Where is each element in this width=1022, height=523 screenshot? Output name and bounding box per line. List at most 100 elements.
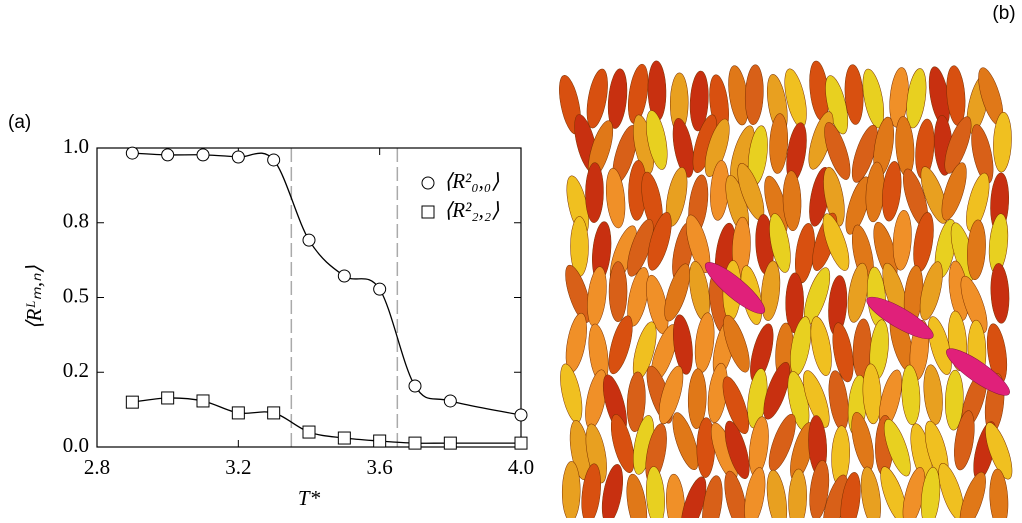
- marker: [408, 379, 422, 393]
- rod: [985, 422, 1013, 480]
- rod: [847, 262, 869, 323]
- rod: [862, 68, 885, 129]
- x-tick-label: 3.6: [367, 455, 393, 479]
- rod: [646, 110, 668, 170]
- rod: [788, 468, 807, 523]
- marker: [231, 150, 245, 164]
- rod: [840, 472, 861, 523]
- rod: [704, 118, 730, 177]
- rod: [763, 361, 791, 420]
- marker: [161, 148, 175, 162]
- rod: [920, 166, 948, 224]
- legend-marker: [421, 205, 435, 219]
- rod: [658, 365, 684, 425]
- marker: [514, 436, 528, 450]
- rod: [687, 368, 707, 429]
- legend-marker: [421, 176, 435, 190]
- rod: [560, 363, 583, 423]
- y-tick-label: 1.0: [63, 134, 89, 158]
- rod: [823, 166, 845, 227]
- rod: [862, 363, 882, 425]
- rod: [803, 370, 830, 428]
- rod: [586, 68, 608, 129]
- rod: [832, 322, 854, 383]
- x-tick-label: 3.2: [225, 455, 251, 479]
- marker: [267, 406, 281, 420]
- marker: [196, 148, 210, 162]
- rod: [664, 263, 691, 322]
- rod: [601, 464, 623, 523]
- rod: [906, 68, 927, 129]
- rod: [724, 470, 747, 523]
- rod: [585, 162, 604, 223]
- rod: [704, 262, 766, 314]
- marker: [125, 395, 139, 409]
- rod: [766, 469, 788, 523]
- rod: [673, 314, 693, 375]
- series-line: [132, 397, 521, 444]
- marker: [443, 436, 457, 450]
- rod: [919, 261, 943, 321]
- marker: [337, 269, 351, 283]
- rod: [647, 211, 672, 271]
- rod: [844, 64, 864, 125]
- y-tick-label: 0.8: [63, 209, 89, 233]
- legend-label: ⟨R²₀,₀⟩: [444, 169, 499, 193]
- rod: [689, 70, 709, 132]
- rod: [565, 264, 591, 323]
- x-tick-label: 2.8: [84, 455, 110, 479]
- x-axis-label: T*: [298, 486, 321, 510]
- marker: [231, 406, 245, 420]
- x-tick-label: 4.0: [508, 455, 534, 479]
- y-axis-label: ⟨Rᴸₘ,ₙ⟩: [22, 265, 46, 329]
- rod: [769, 213, 791, 273]
- rod: [993, 111, 1012, 173]
- rod: [760, 260, 781, 321]
- marker: [373, 434, 387, 448]
- marker: [373, 282, 387, 296]
- rod: [626, 371, 646, 432]
- rod: [744, 64, 764, 125]
- rod: [880, 466, 908, 523]
- rod: [866, 296, 934, 340]
- rod: [646, 466, 665, 523]
- rod: [825, 75, 849, 135]
- panel-label: (b): [992, 3, 1015, 24]
- rod: [822, 213, 850, 271]
- rod: [990, 263, 1010, 324]
- rod: [561, 461, 581, 522]
- rod: [610, 414, 635, 473]
- rod: [722, 376, 749, 435]
- rod: [944, 116, 972, 174]
- marker: [443, 394, 457, 408]
- rod: [744, 467, 766, 523]
- rod: [945, 369, 964, 431]
- rod: [860, 466, 881, 523]
- rod: [810, 316, 832, 376]
- rod: [587, 266, 607, 327]
- y-tick-label: 0.0: [63, 433, 89, 457]
- marker: [337, 431, 351, 445]
- legend-label: ⟨R²₂,₂⟩: [444, 198, 499, 222]
- marker: [302, 233, 316, 247]
- rod: [959, 471, 986, 523]
- marker: [125, 146, 139, 160]
- rod: [723, 314, 750, 373]
- rod: [581, 463, 601, 523]
- rod: [920, 466, 941, 523]
- rod: [672, 412, 699, 471]
- marker: [267, 153, 281, 167]
- rod: [989, 468, 1009, 523]
- rod: [607, 68, 628, 129]
- rod: [782, 170, 802, 232]
- rod: [881, 161, 902, 222]
- y-tick-label: 0.2: [63, 358, 89, 382]
- marker: [408, 436, 422, 450]
- rod: [672, 118, 695, 178]
- rod: [724, 420, 750, 479]
- rod: [824, 122, 851, 180]
- rod: [892, 210, 912, 271]
- rod: [901, 364, 921, 426]
- rod: [946, 348, 1010, 396]
